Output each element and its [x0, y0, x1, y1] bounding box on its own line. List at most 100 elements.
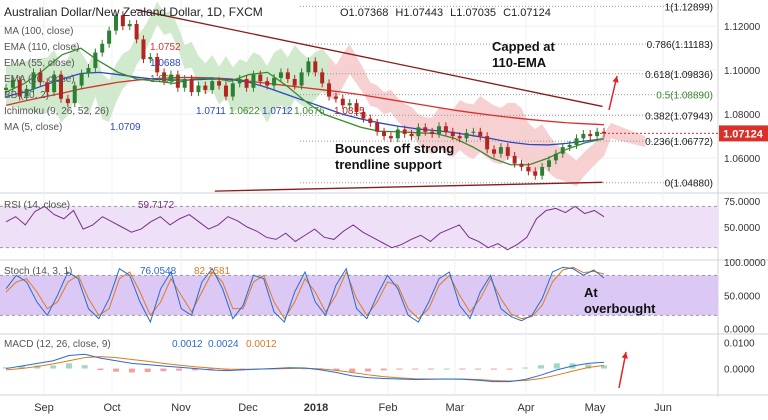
arrow-up-main-head: [612, 76, 619, 83]
macd-histogram-bar: [475, 368, 482, 370]
candle-body: [333, 96, 338, 99]
candle-body: [182, 78, 187, 88]
candle-body: [127, 23, 132, 27]
candle-body: [498, 147, 503, 154]
candle-body: [100, 43, 105, 53]
candle-body: [402, 129, 407, 134]
macd-legend: MACD (12, 26, close, 9): [4, 339, 111, 350]
macd-histogram-bar: [34, 365, 41, 369]
candle-body: [58, 74, 63, 99]
candle-body: [478, 131, 483, 137]
ichimoku-cloud-bearish: [329, 44, 646, 187]
stoch-legend: Stoch (14, 3, 1): [4, 266, 72, 277]
macd-histogram-bar: [3, 367, 9, 369]
candle-body: [540, 166, 545, 176]
x-axis-tick-label: May: [585, 402, 606, 414]
candle-body: [79, 73, 84, 86]
rsi-legend: RSI (14, close): [4, 200, 70, 211]
macd-histogram-bar: [191, 368, 198, 371]
indicator-legend: MA (5, close): [4, 122, 62, 133]
candle-body: [492, 149, 497, 154]
candle-body: [299, 72, 304, 86]
x-axis-tick-label: Apr: [517, 402, 534, 414]
candle-body: [306, 61, 311, 73]
candle-body: [17, 80, 22, 97]
candle-body: [313, 61, 318, 73]
candle-body: [175, 74, 180, 88]
macd-histogram-bar: [490, 368, 497, 370]
annotation-overbought: At: [584, 285, 598, 300]
indicator-legend: Ichimoku (9, 26, 52, 26): [4, 106, 109, 117]
candle-body: [368, 118, 373, 123]
ema55-value: 1.0688: [150, 58, 181, 69]
candle-body: [382, 131, 387, 137]
candle-body: [113, 15, 118, 31]
annotation-capped: Capped at: [492, 39, 556, 54]
ema-line-110: [5, 76, 605, 126]
candle-body: [272, 77, 277, 86]
candle-body: [65, 98, 70, 104]
macd-histogram-bar: [380, 368, 387, 371]
candle-body: [24, 88, 29, 97]
candle-body: [327, 83, 332, 97]
candle-body: [560, 147, 565, 154]
ohlc-low: L1.07035: [450, 7, 497, 19]
candle-body: [120, 15, 125, 27]
stoch-tick-label: 50.0000: [724, 291, 761, 302]
fib-level-label: 0.786(1.11183): [647, 40, 713, 51]
candle-body: [588, 133, 593, 137]
macd-histogram-bar: [553, 363, 560, 369]
candle-body: [512, 155, 517, 164]
fib-level-label: 0.5(1.08890): [656, 91, 713, 102]
x-axis-tick-label: Dec: [238, 402, 258, 414]
candle-body: [354, 103, 359, 112]
candle-body: [237, 78, 242, 84]
stoch-d-line: [5, 266, 605, 320]
candle-body: [409, 133, 414, 137]
candle-body: [223, 85, 228, 97]
chart-title: Australian Dollar/New Zealand Dollar, 1D…: [4, 5, 263, 19]
macd-value: 0.0024: [208, 339, 239, 350]
candle-body: [430, 131, 435, 134]
fib-level-label: 0.618(1.09836): [645, 70, 713, 81]
candle-body: [278, 72, 283, 78]
rsi-tick-label: 75.0000: [724, 197, 761, 208]
stoch-d-value: 82.1581: [194, 266, 231, 277]
candle-body: [320, 72, 325, 84]
candle-body: [388, 136, 393, 139]
candle-body: [244, 78, 249, 88]
candle-body: [168, 74, 173, 82]
ichimoku-value: 1.0712: [262, 106, 293, 117]
macd-tick-label: 0.0000: [724, 365, 755, 376]
ohlc-open: O1.07368: [340, 7, 389, 19]
candle-body: [292, 78, 297, 86]
indicator-legend: MA (100, close): [4, 26, 73, 37]
candle-body: [210, 81, 215, 90]
ema20-value: 1.0666: [150, 74, 181, 85]
macd-histogram-bar: [333, 368, 340, 371]
candle-body: [574, 138, 579, 145]
macd-histogram-bar: [128, 368, 135, 373]
x-axis-tick-label: Nov: [171, 402, 191, 414]
fib-level-label: 1(1.12899): [665, 2, 713, 13]
candle-body: [155, 56, 160, 73]
annotation-bounce: trendline support: [335, 157, 443, 172]
macd-histogram-bar: [601, 365, 607, 369]
annotation-bounce: Bounces off strong: [335, 141, 454, 156]
ichimoku-value: 1.0711: [196, 106, 226, 117]
fib-level-label: 0(1.04880): [665, 179, 713, 190]
price-tick-label: 1.08000: [724, 110, 761, 121]
macd-histogram-bar: [538, 365, 545, 369]
candle-body: [189, 78, 194, 93]
ichimoku-value: 1.0815: [334, 106, 365, 117]
arrow-up-macd-head: [621, 352, 628, 359]
candle-body: [361, 111, 366, 119]
fib-level-label: 0.382(1.07943): [645, 111, 713, 122]
candle-body: [471, 131, 476, 133]
x-axis-tick-label: Sep: [34, 402, 54, 414]
candle-body: [505, 147, 510, 156]
candle-body: [581, 133, 586, 139]
price-tick-label: 1.10000: [724, 66, 761, 77]
macd-histogram-bar: [459, 368, 466, 370]
stoch-band: [0, 275, 718, 316]
